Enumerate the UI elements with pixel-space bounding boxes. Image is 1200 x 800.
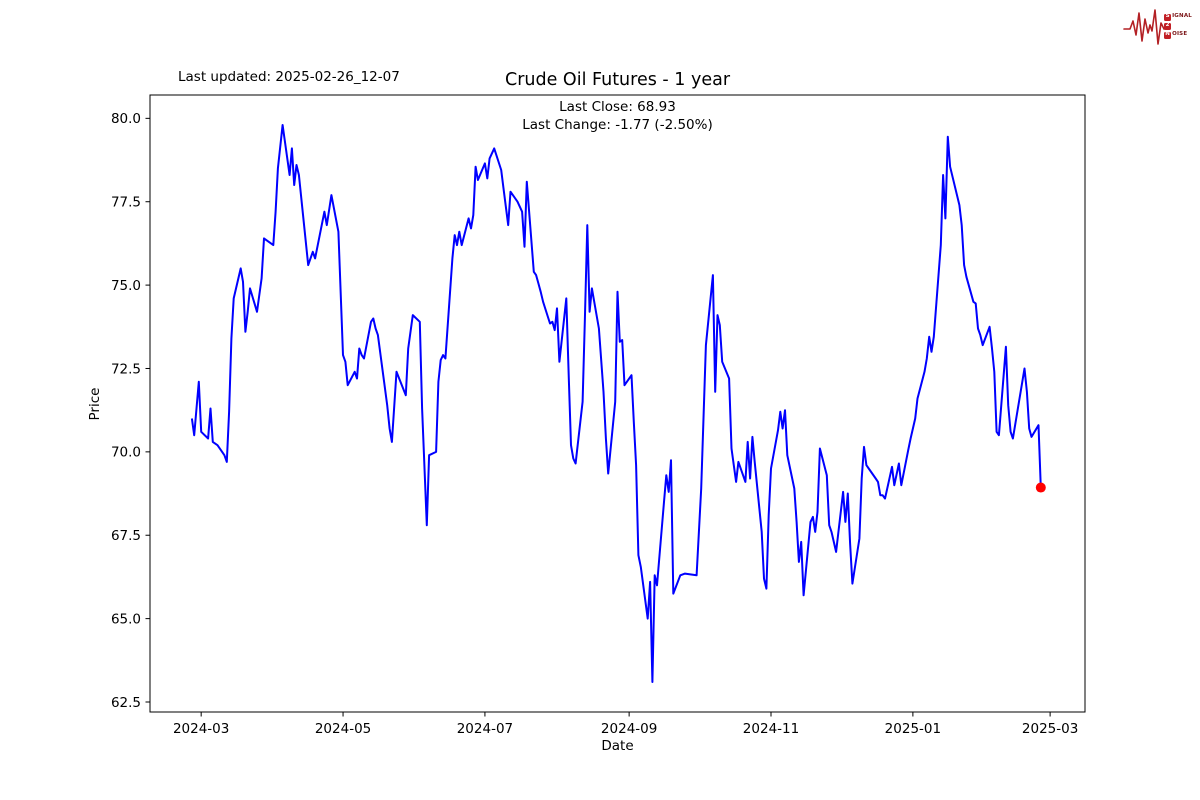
y-axis-label: Price [87, 387, 103, 421]
annotation-last-close: Last Close: 68.93 [559, 99, 676, 115]
signal2noise-logo: S IGNAL 2 N OISE [1123, 6, 1192, 46]
y-tick-label: 67.5 [111, 528, 141, 544]
logo-initial-n: N [1164, 31, 1172, 39]
last-price-dot [1035, 482, 1046, 493]
price-line [190, 124, 1042, 683]
x-tick-label: 2024-05 [315, 721, 371, 737]
x-tick-label: 2024-07 [457, 721, 513, 737]
x-axis-label: Date [601, 738, 634, 754]
waveform-icon [1123, 9, 1165, 45]
y-tick-label: 72.5 [111, 361, 141, 377]
logo-row-noise: N OISE [1164, 31, 1188, 39]
x-tick-label: 2024-03 [173, 721, 229, 737]
y-tick-label: 75.0 [111, 278, 141, 294]
x-tick-label: 2025-03 [1022, 721, 1078, 737]
annotation-last-change: Last Change: -1.77 (-2.50%) [522, 117, 713, 133]
y-tick-label: 80.0 [111, 111, 141, 127]
logo-initial-s: S [1164, 13, 1172, 21]
y-tick-label: 70.0 [111, 445, 141, 461]
last-updated-text: Last updated: 2025-02-26_12-07 [178, 69, 400, 85]
x-tick-label: 2024-09 [601, 721, 657, 737]
plot-border [149, 94, 1086, 713]
y-tick-label: 77.5 [111, 195, 141, 211]
logo-text: S IGNAL 2 N OISE [1164, 13, 1192, 40]
x-tick-label: 2025-01 [885, 721, 941, 737]
y-tick-label: 65.0 [111, 611, 141, 627]
y-tick-label: 62.5 [111, 695, 141, 711]
logo-row-2: 2 [1164, 22, 1192, 31]
logo-initial-2: 2 [1164, 22, 1172, 30]
logo-row-signal: S IGNAL [1164, 13, 1192, 21]
page-title: Crude Oil Futures - 1 year [504, 70, 731, 90]
x-tick-label: 2024-11 [743, 721, 799, 737]
